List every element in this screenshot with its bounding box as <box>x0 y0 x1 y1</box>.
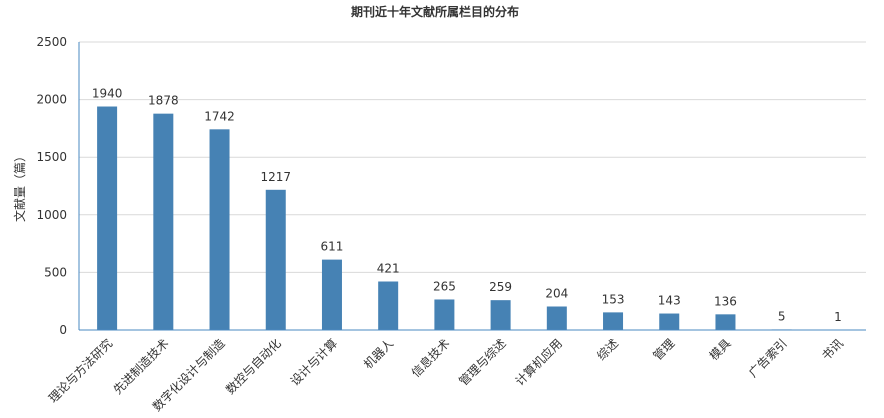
x-tick-label: 计算机应用 <box>512 336 565 389</box>
x-tick-label: 数控与自动化 <box>222 336 284 398</box>
bar[interactable] <box>322 260 342 330</box>
x-tick-label: 信息技术 <box>408 336 453 381</box>
chart-title: 期刊近十年文献所属栏目的分布 <box>351 4 519 19</box>
data-label: 1 <box>834 310 842 324</box>
data-label: 265 <box>433 279 456 293</box>
bar[interactable] <box>491 300 511 330</box>
data-label: 5 <box>778 309 786 323</box>
x-tick-label: 综述 <box>594 336 621 363</box>
bar[interactable] <box>659 314 679 330</box>
x-tick-label: 先进制造技术 <box>111 336 172 397</box>
bar[interactable] <box>266 190 286 330</box>
data-label: 1742 <box>204 109 235 123</box>
y-axis-label: 文献量（篇） <box>12 150 27 222</box>
bar[interactable] <box>434 299 454 330</box>
data-label: 1878 <box>148 94 179 108</box>
y-tick-label: 2000 <box>36 93 67 107</box>
y-tick-label: 0 <box>59 323 67 337</box>
data-labels: 1940 1878 1742 1217 611 421 265 259 204 153 143 136… <box>92 87 842 324</box>
y-tick-label: 1500 <box>36 150 67 164</box>
y-tick-label: 1000 <box>36 208 67 222</box>
data-label: 136 <box>714 294 737 308</box>
bar[interactable] <box>378 282 398 330</box>
data-label: 1940 <box>92 87 123 101</box>
data-label: 611 <box>321 240 344 254</box>
x-tick-label: 广告索引 <box>746 336 790 380</box>
data-label: 421 <box>377 262 400 276</box>
bar[interactable] <box>603 312 623 330</box>
data-label: 143 <box>658 294 681 308</box>
y-tick-labels: 0 500 1000 1500 2000 2500 <box>36 35 67 337</box>
x-tick-label: 理论与方法研究 <box>45 336 115 406</box>
x-tick-labels: 理论与方法研究先进制造技术数字化设计与制造数控与自动化设计与计算机器人信息技术管… <box>45 336 846 414</box>
bar[interactable] <box>715 314 735 330</box>
data-label: 204 <box>545 286 568 300</box>
bar[interactable] <box>97 107 117 330</box>
bar[interactable] <box>153 114 173 330</box>
bar[interactable] <box>547 306 567 330</box>
x-tick-label: 模具 <box>707 336 734 363</box>
gridlines <box>79 42 866 272</box>
data-label: 1217 <box>260 170 291 184</box>
data-label: 259 <box>489 280 512 294</box>
x-tick-label: 管理与综述 <box>456 336 509 389</box>
x-tick-label: 设计与计算 <box>287 336 340 389</box>
y-tick-label: 500 <box>44 265 67 279</box>
x-tick-label: 机器人 <box>361 336 396 371</box>
x-tick-label: 管理 <box>650 336 678 364</box>
x-tick-label: 书讯 <box>819 336 846 363</box>
bar[interactable] <box>210 129 230 330</box>
data-label: 153 <box>602 292 625 306</box>
y-tick-label: 2500 <box>36 35 67 49</box>
